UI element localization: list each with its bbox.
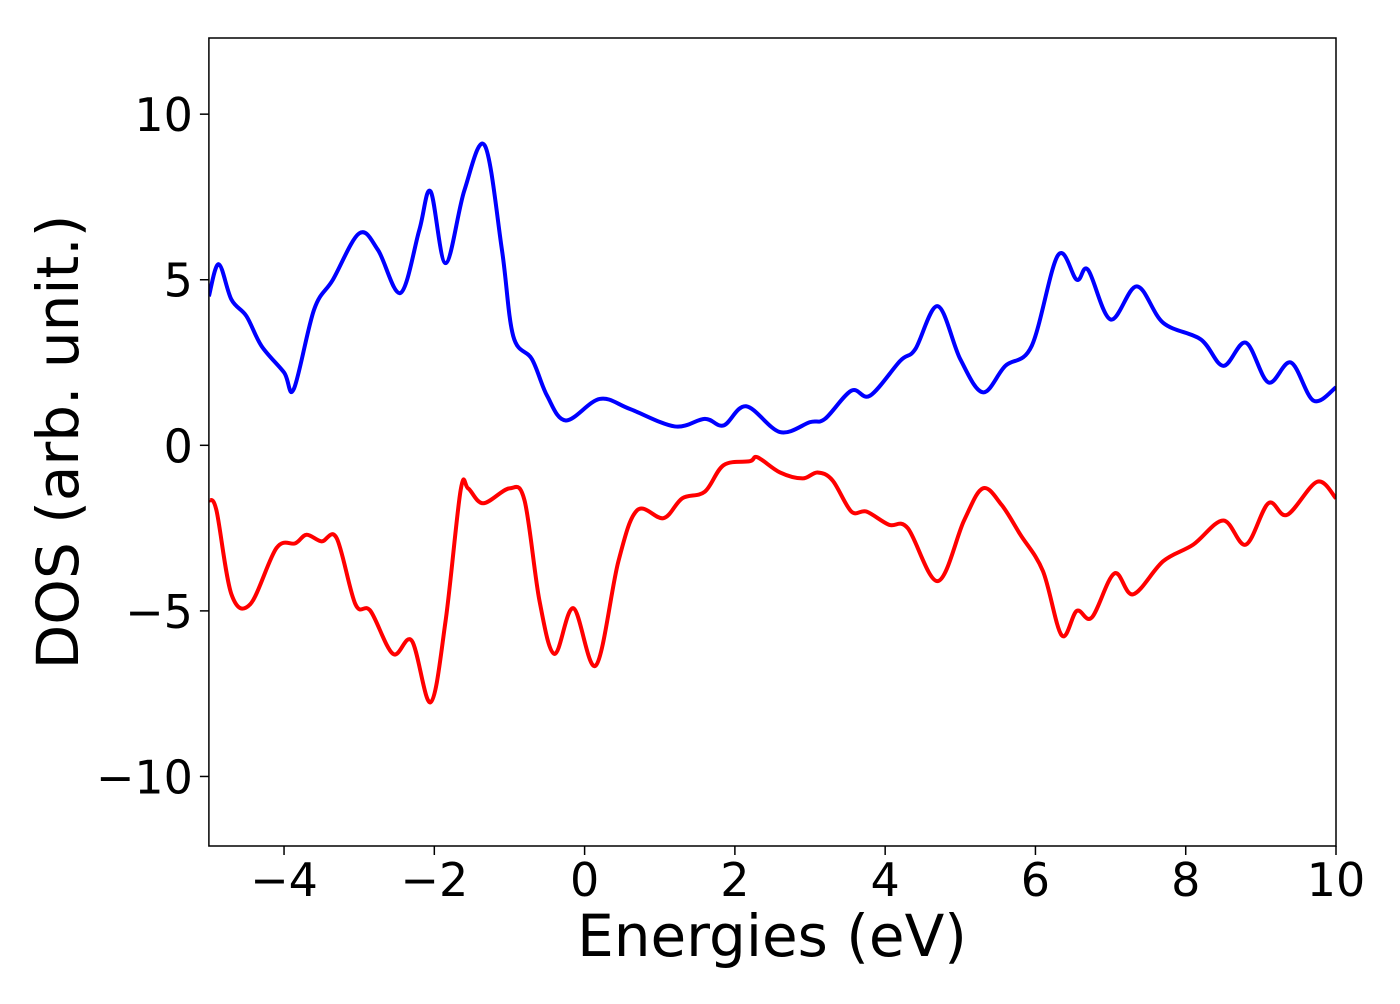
y-tick-label: −10 (96, 750, 193, 804)
series-line (208, 141, 1336, 435)
series-line (208, 454, 1336, 705)
x-tick-label: 4 (871, 853, 900, 907)
y-tick-label: 5 (164, 254, 193, 308)
x-tick-label: 6 (1021, 853, 1050, 907)
y-tick-label: 10 (134, 88, 193, 142)
x-tick-label: −4 (250, 853, 318, 907)
x-tick-label: 0 (570, 853, 599, 907)
x-tick-label: −2 (400, 853, 468, 907)
x-tick-label: 8 (1171, 853, 1200, 907)
y-tick-label: −5 (125, 585, 193, 639)
y-tick-label: 0 (164, 419, 193, 473)
y-axis-label: DOS (arb. unit.) (24, 215, 92, 670)
x-axis-label: Energies (eV) (577, 902, 967, 970)
x-tick-label: 10 (1307, 853, 1366, 907)
plot-frame (208, 37, 1337, 847)
x-tick-label: 2 (720, 853, 749, 907)
